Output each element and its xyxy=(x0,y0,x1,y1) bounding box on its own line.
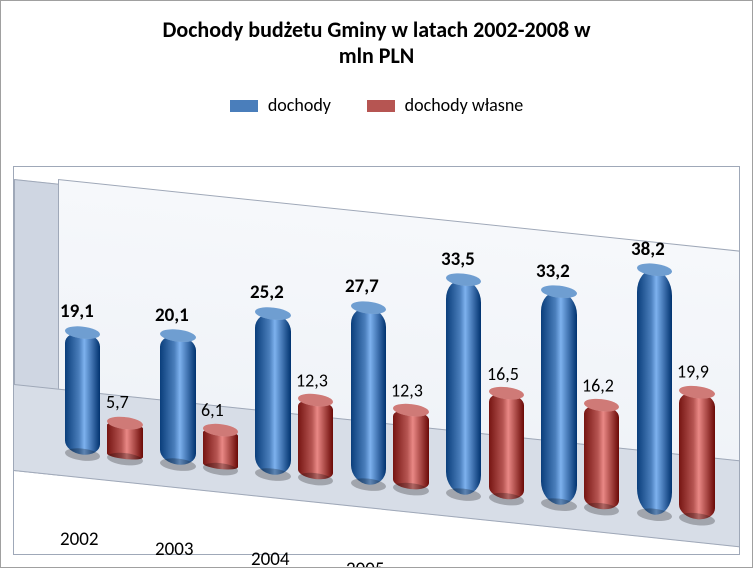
value-label-dochody-wlasne: 16,2 xyxy=(582,374,614,396)
value-label-dochody-wlasne: 16,5 xyxy=(486,362,518,384)
value-label-dochody: 25,2 xyxy=(250,281,284,304)
value-label-dochody: 33,5 xyxy=(440,248,474,271)
value-label-dochody-wlasne: 19,9 xyxy=(677,361,709,383)
bar-dochody-wlasne xyxy=(297,398,332,481)
year-group: 19,1 5,7 xyxy=(61,179,150,467)
legend-swatch-2 xyxy=(367,100,395,112)
bar-dochody xyxy=(350,305,385,486)
chart-title: Dochody budżetu Gminy w latach 2002-2008… xyxy=(1,1,752,76)
legend: dochody dochody własne xyxy=(1,76,752,124)
chart-title-line2: mln PLN xyxy=(11,43,742,69)
year-group: 33,2 16,2 xyxy=(537,229,626,517)
bar-dochody xyxy=(64,330,99,456)
year-group: 25,2 12,3 xyxy=(251,199,340,487)
bar-dochody xyxy=(446,278,481,496)
plot-area: 19,15,720,16,125,212,327,712,333,516,533… xyxy=(13,166,740,555)
value-label-dochody: 33,2 xyxy=(535,260,569,283)
value-label-dochody: 19,1 xyxy=(59,300,93,323)
chart-title-line1: Dochody budżetu Gminy w latach 2002-2008… xyxy=(11,17,742,43)
value-label-dochody: 20,1 xyxy=(154,303,188,326)
value-label-dochody-wlasne: 12,3 xyxy=(391,379,423,401)
value-label-dochody: 38,2 xyxy=(631,238,665,261)
legend-swatch-1 xyxy=(230,100,258,112)
value-label-dochody: 27,7 xyxy=(345,275,379,298)
bar-dochody-wlasne xyxy=(488,391,523,500)
year-group: 38,2 19,9 xyxy=(633,239,722,527)
bar-dochody-wlasne xyxy=(393,408,428,491)
legend-item-dochody: dochody xyxy=(230,94,331,116)
bar-dochody xyxy=(255,311,290,476)
chart-container: Dochody budżetu Gminy w latach 2002-2008… xyxy=(0,0,753,568)
bar-dochody xyxy=(541,290,576,506)
x-axis-label: 2005 xyxy=(343,558,435,568)
legend-item-dochody-wlasne: dochody własne xyxy=(367,94,524,116)
bar-dochody xyxy=(160,334,195,467)
bar-dochody-wlasne xyxy=(202,428,237,471)
value-label-dochody-wlasne: 12,3 xyxy=(296,369,328,391)
x-axis-label: 2003 xyxy=(153,538,245,561)
x-axis-label: 2002 xyxy=(58,528,150,551)
legend-label-1: dochody xyxy=(268,94,331,116)
year-group: 33,5 16,5 xyxy=(442,219,531,507)
value-label-dochody-wlasne: 6,1 xyxy=(200,398,223,420)
legend-label-2: dochody własne xyxy=(405,94,524,116)
bar-dochody-wlasne xyxy=(583,403,618,511)
value-label-dochody-wlasne: 5,7 xyxy=(105,391,128,413)
year-group: 27,7 12,3 xyxy=(347,209,436,497)
bar-dochody-wlasne xyxy=(679,389,714,520)
bar-dochody-wlasne xyxy=(107,420,142,460)
x-axis-label: 2004 xyxy=(248,548,340,568)
bar-dochody xyxy=(636,268,671,517)
year-group: 20,1 6,1 xyxy=(156,189,245,477)
